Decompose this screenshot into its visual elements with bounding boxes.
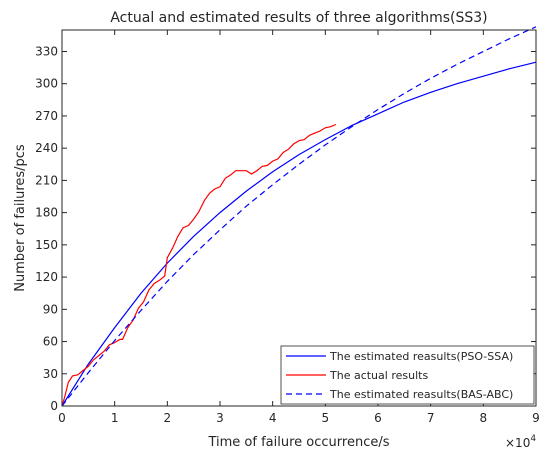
y-tick-label: 300 <box>35 77 58 91</box>
x-exponent-power: 4 <box>530 434 536 444</box>
x-tick-label: 2 <box>164 411 172 425</box>
y-tick-label: 240 <box>35 141 58 155</box>
x-tick-label: 0 <box>58 411 66 425</box>
legend-label-2: The actual results <box>329 369 428 382</box>
series-line-2 <box>61 123 337 407</box>
y-tick-label: 210 <box>35 173 58 187</box>
series-layer <box>61 26 537 407</box>
y-tick-label: 120 <box>35 270 58 284</box>
x-exponent-base: ×10 <box>505 436 530 450</box>
plot-area-border <box>61 29 537 407</box>
y-tick-label: 330 <box>35 44 58 58</box>
legend-items: The estimated reasults(PSO-SSA) The actua… <box>286 350 513 401</box>
y-tick-label: 150 <box>35 238 58 252</box>
y-tick-label: 0 <box>50 399 58 413</box>
x-tick-label: 3 <box>216 411 224 425</box>
series-line-1 <box>61 61 537 407</box>
y-tick-label: 60 <box>43 335 58 349</box>
series-line-3 <box>61 26 537 407</box>
x-axis-label: Time of failure occurrence/s <box>207 435 389 450</box>
y-tick-label: 90 <box>43 302 58 316</box>
legend-label-3: The estimated reasults(BAS-ABC) <box>329 388 513 401</box>
ticks-layer: 0 1 2 3 4 5 6 7 8 9030609012015018021024027030033… <box>35 30 540 425</box>
x-tick-label: 6 <box>374 411 382 425</box>
x-tick-label: 8 <box>480 411 488 425</box>
legend-label-1: The estimated reasults(PSO-SSA) <box>329 350 513 363</box>
x-tick-label: 9 <box>532 411 540 425</box>
y-axis-label: Number of failures/pcs <box>13 144 28 292</box>
y-tick-label: 180 <box>35 206 58 220</box>
y-tick-label: 270 <box>35 109 58 123</box>
x-axis-exponent: ×104 <box>505 434 536 450</box>
x-tick-label: 7 <box>427 411 435 425</box>
chart-title: Actual and estimated results of three al… <box>110 10 487 26</box>
y-tick-label: 30 <box>43 367 58 381</box>
x-tick-label: 4 <box>269 411 277 425</box>
chart-legend: The estimated reasults(PSO-SSA) The actua… <box>280 345 535 405</box>
x-tick-label: 1 <box>111 411 119 425</box>
plot-area-background <box>62 30 536 406</box>
x-tick-label: 5 <box>322 411 330 425</box>
